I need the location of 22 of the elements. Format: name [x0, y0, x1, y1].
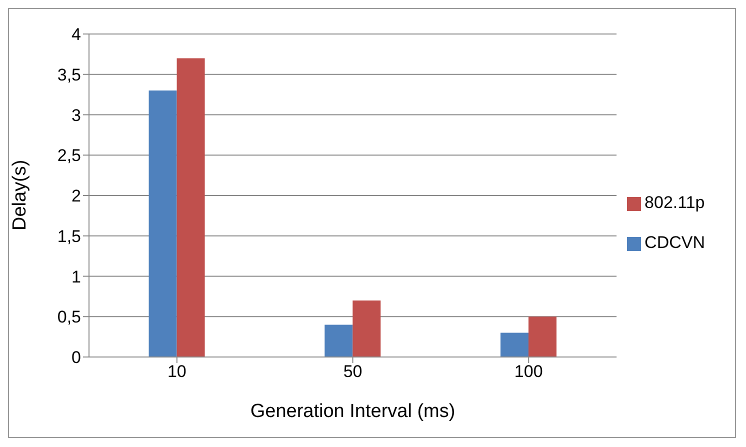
- bar: [148, 90, 177, 357]
- x-tick-label: 10: [167, 362, 186, 382]
- legend-label: CDCVN: [644, 233, 705, 252]
- y-tick-label: 4: [72, 25, 81, 44]
- y-tick-label: 3: [72, 106, 81, 125]
- y-axis-title: Delay(s): [10, 160, 31, 230]
- bar: [352, 300, 381, 357]
- bar: [528, 316, 556, 357]
- y-tick-label: 2: [72, 186, 81, 206]
- bar: [324, 324, 353, 357]
- y-tick-label: 0,5: [57, 308, 81, 327]
- y-tick-label: 1: [72, 267, 81, 286]
- y-tick-label: 3,5: [57, 65, 81, 84]
- x-tick-label: 100: [514, 362, 543, 382]
- y-tick-label: 0: [72, 348, 81, 368]
- y-tick-label: 2,5: [57, 146, 81, 166]
- bar: [176, 58, 205, 357]
- x-axis-title: Generation Interval (ms): [250, 401, 456, 422]
- legend-label: 802.11p: [644, 193, 705, 212]
- x-tick-label: 50: [343, 362, 362, 382]
- bar: [500, 332, 528, 357]
- y-tick-label: 1,5: [57, 226, 81, 246]
